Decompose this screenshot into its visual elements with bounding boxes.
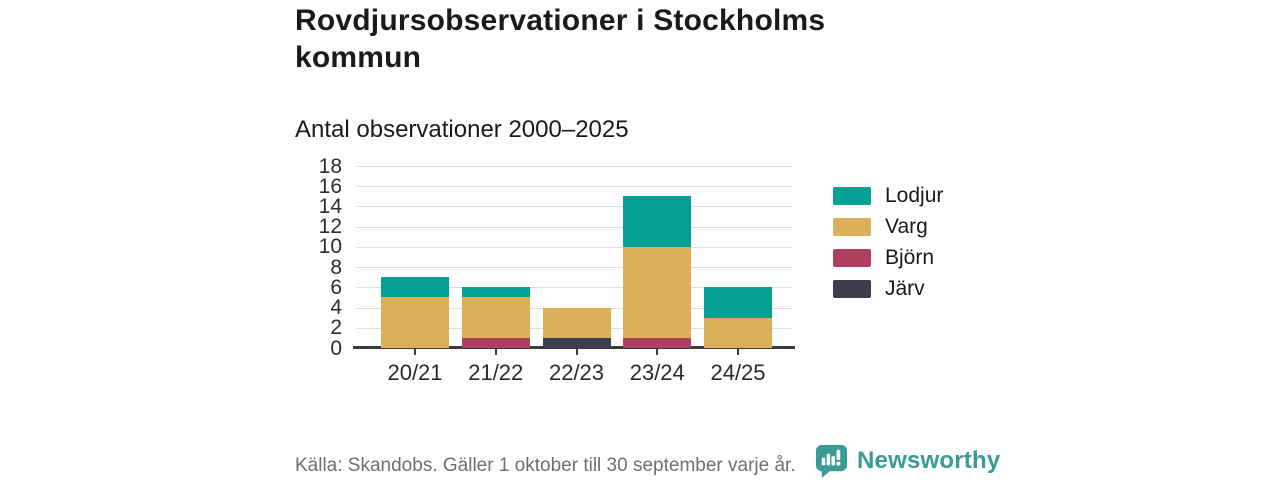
bar-segment-varg (461, 297, 530, 338)
brand-logo: Newsworthy (814, 443, 1000, 478)
legend-label: Varg (885, 215, 928, 238)
legend-label: Lodjur (885, 184, 944, 207)
chart-subtitle: Antal observationer 2000–2025 (295, 116, 629, 143)
legend-swatch (833, 187, 871, 205)
legend-item-varg: Varg (833, 215, 943, 238)
y-axis-tick-label: 10 (318, 235, 342, 259)
grid-line (357, 166, 793, 167)
bar-segment-björn (623, 337, 692, 348)
y-axis-tick-label: 6 (330, 275, 342, 299)
bar-segment-lodjur (623, 196, 692, 247)
legend: Lodjur Varg Björn Järv (833, 184, 944, 300)
page-title: Rovdjursobservationer i Stockholms kommu… (295, 4, 826, 74)
legend-swatch (833, 280, 871, 298)
x-axis-tick-label: 22/23 (548, 360, 605, 385)
x-axis-tick (494, 348, 497, 355)
x-axis-tick-label: 21/22 (468, 360, 524, 385)
y-axis-tick-label: 4 (330, 296, 342, 320)
legend-item-björn: Björn (833, 246, 943, 269)
bar-segment-järv (542, 337, 611, 348)
x-axis-tick-label: 20/21 (387, 360, 443, 385)
x-axis-tick (575, 348, 578, 355)
plot-area (353, 166, 795, 355)
grid-line (357, 186, 793, 188)
grid-line (357, 226, 793, 228)
y-axis-tick-label: 16 (318, 174, 342, 198)
grid-line (357, 246, 793, 248)
brand-name: Newsworthy (857, 446, 1001, 474)
legend-swatch (833, 218, 871, 236)
source-note: Källa: Skandobs. Gäller 1 oktober till 3… (295, 455, 796, 476)
grid-line (357, 287, 793, 289)
legend-label: Järv (885, 277, 925, 300)
grid-line (357, 206, 793, 208)
bar-segment-lodjur (461, 287, 530, 298)
y-axis-tick-label: 14 (318, 194, 342, 218)
x-axis-tick (414, 348, 416, 355)
bar-segment-varg (381, 297, 449, 348)
y-axis-tick-label: 18 (318, 154, 342, 178)
y-axis-tick-label: 0 (330, 336, 342, 360)
x-axis-tick-label: 23/24 (629, 360, 685, 385)
grid-line (357, 267, 793, 269)
y-axis-tick-label: 12 (318, 215, 342, 239)
y-axis: 0 2 4 6 8 10 12 14 16 18 (290, 0, 350, 480)
bar-segment-varg (704, 317, 772, 348)
legend-label: Björn (885, 246, 935, 269)
x-axis-tick-label: 24/25 (710, 360, 766, 385)
legend-swatch (833, 249, 871, 267)
bar-segment-lodjur (381, 277, 449, 298)
bar-segment-björn (461, 337, 530, 348)
y-axis-tick-label: 8 (330, 255, 342, 279)
y-axis-tick-label: 2 (330, 316, 342, 340)
newsworthy-icon (815, 444, 848, 478)
bar-segment-lodjur (704, 287, 772, 318)
bar-segment-varg (623, 246, 692, 338)
x-axis-tick (656, 348, 659, 355)
legend-item-järv: Järv (833, 277, 943, 300)
x-axis-tick (737, 348, 739, 355)
bar-segment-varg (542, 307, 611, 338)
legend-item-lodjur: Lodjur (833, 184, 944, 207)
